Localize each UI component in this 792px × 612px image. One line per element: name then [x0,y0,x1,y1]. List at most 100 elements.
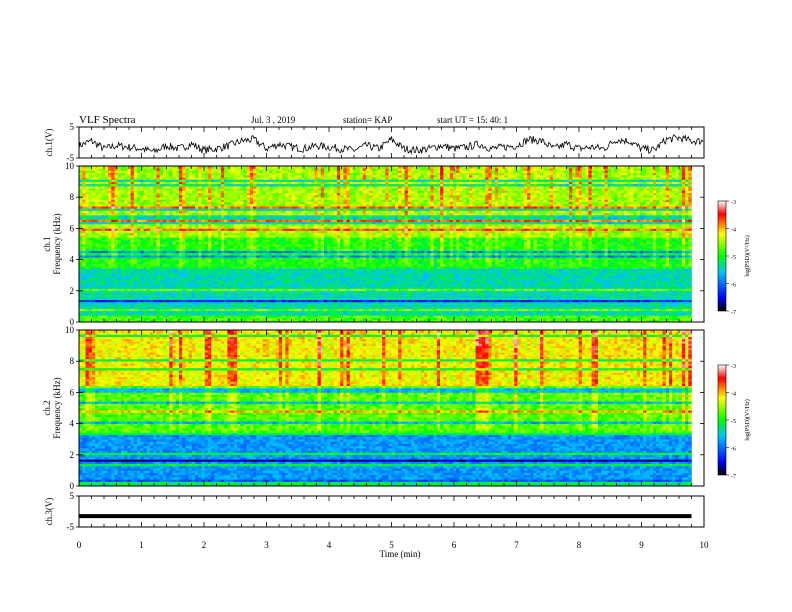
spec1-cell [269,300,273,303]
spec1-cell [263,313,267,316]
spec1-cell [611,304,615,307]
spec1-cell [250,318,254,321]
spec1-cell [340,286,344,289]
spec1-cell [372,304,376,307]
spec1-cell [195,318,199,321]
spec1-cell [376,302,380,305]
spec1-cell [579,297,583,300]
spec1-cell [637,311,641,314]
spec1-cell [330,311,334,314]
spec1-cell [366,313,370,316]
spec1-cell [195,297,199,300]
spec1-cell [272,271,276,274]
spec1-cell [337,277,341,280]
spec1-cell [556,286,560,289]
spec1-cell [89,300,93,303]
spec1-cell [553,273,557,276]
spec1-cell [498,273,502,276]
spec1-cell [456,297,460,300]
spec1-cell [675,315,679,318]
spec1-cell [466,309,470,312]
spec1-cell [392,291,396,294]
spec1-cell [240,309,244,312]
spec1-cell [440,284,444,287]
spec1-cell [514,280,518,283]
spec1-cell [163,311,167,314]
spec1-cell [121,291,125,294]
spec1-cell [240,277,244,280]
spec1-cell [314,295,318,298]
spec1-cell [637,309,641,312]
spec1-cell [185,273,189,276]
spec1-cell [89,295,93,298]
spec1-cell [582,277,586,280]
spec1-cell [514,315,518,318]
spec1-cell [575,304,579,307]
spec1-cell [662,304,666,307]
spec1-cell [150,315,154,318]
spec1-cell [160,291,164,294]
spec1-cell [569,286,573,289]
spec1-cell [231,295,235,298]
spec1-cell [182,264,186,267]
spec1-cell [324,306,328,309]
spec1-cell [334,269,338,272]
spec1-cell [688,273,692,276]
spec1-cell [198,271,202,274]
spec1-cell [163,284,167,287]
spec1-cell [398,302,402,305]
spec1-cell [688,289,692,292]
spec1-cell [662,313,666,316]
spec1-cell [227,306,231,309]
spec1-cell [559,309,563,312]
spec1-cell [301,311,305,314]
spec1-cell [192,297,196,300]
spec1-cell [156,280,160,283]
spec1-cell [308,304,312,307]
spec1-cell [172,295,176,298]
spec1-cell [318,284,322,287]
spec1-cell [356,282,360,285]
spec1-cell [366,291,370,294]
spec1-cell [276,277,280,280]
spec1-cell [285,275,289,278]
spec1-cell [537,289,541,292]
spec1-cell [601,277,605,280]
spec1-cell [521,309,525,312]
spec1-cell [430,293,434,296]
spec1-cell [485,311,489,314]
spec1-cell [289,304,293,307]
spec1-cell [163,306,167,309]
spec1-cell [553,266,557,269]
spec1-cell [350,318,354,321]
spec1-cell [285,315,289,318]
spec1-cell [227,297,231,300]
spec1-cell [492,306,496,309]
spec1-cell [553,269,557,272]
spec1-cell [137,297,141,300]
spec1-cell [185,269,189,272]
spec1-cell [659,282,663,285]
spec1-cell [459,291,463,294]
spec1-cell [369,311,373,314]
spec1-cell [221,282,225,285]
spec1-cell [124,293,128,296]
spec1-cell [398,300,402,303]
spec1-cell [131,277,135,280]
spec1-cell [224,302,228,305]
spec1-cell [495,300,499,303]
spec1-cell [382,264,386,267]
spec1-cell [447,295,451,298]
spec1-cell [469,266,473,269]
spec1-cell [150,311,154,314]
spec1-cell [89,289,93,292]
spec1-cell [211,318,215,321]
spec1-cell [363,273,367,276]
spec1-cell [417,289,421,292]
spec1-cell [192,304,196,307]
spec1-cell [666,273,670,276]
spec1-cell [366,275,370,278]
spec1-cell [501,277,505,280]
spec1-cell [437,318,441,321]
spec1-cell [405,302,409,305]
